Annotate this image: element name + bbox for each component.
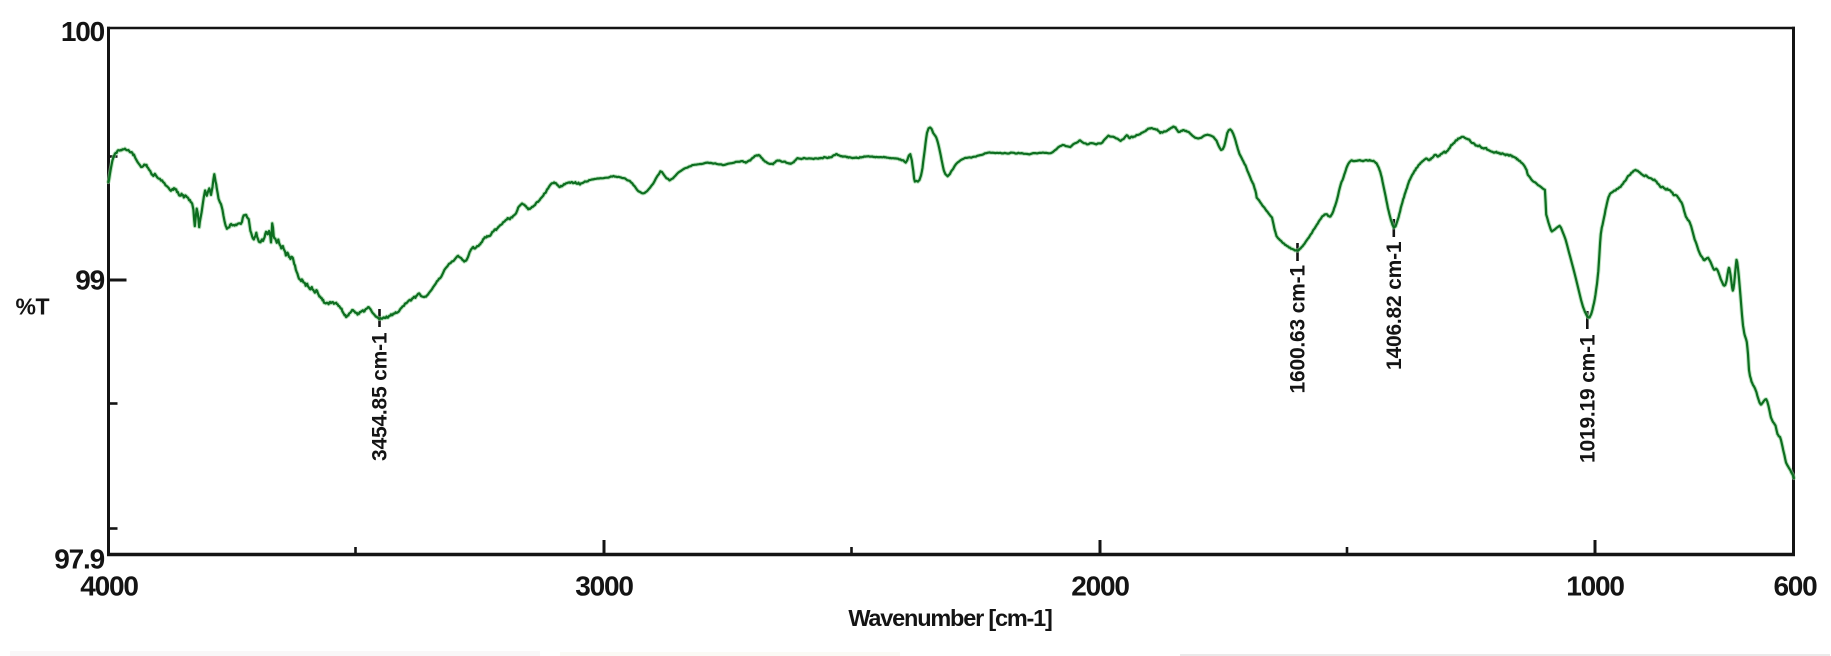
svg-text:3000: 3000 — [575, 571, 633, 602]
svg-text:1406.82 cm-1: 1406.82 cm-1 — [1383, 241, 1406, 370]
svg-text:100: 100 — [61, 16, 105, 47]
svg-text:600: 600 — [1773, 571, 1817, 602]
svg-text:3454.85 cm-1: 3454.85 cm-1 — [369, 332, 392, 461]
svg-text:1000: 1000 — [1566, 571, 1624, 602]
svg-text:Wavenumber [cm-1]: Wavenumber [cm-1] — [848, 605, 1052, 631]
svg-text:1019.19 cm-1: 1019.19 cm-1 — [1576, 334, 1599, 463]
svg-text:97.9: 97.9 — [54, 544, 104, 575]
svg-text:4000: 4000 — [80, 571, 138, 602]
svg-text:2000: 2000 — [1071, 571, 1129, 602]
svg-text:99: 99 — [75, 265, 104, 296]
svg-text:%T: %T — [16, 294, 50, 320]
svg-text:1600.63 cm-1: 1600.63 cm-1 — [1287, 265, 1310, 394]
